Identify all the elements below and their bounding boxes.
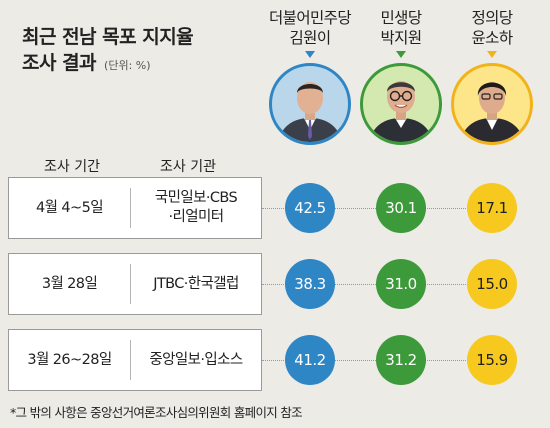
- value-bubble: 31.0: [376, 259, 426, 309]
- candidate-name: 박지원: [380, 29, 423, 47]
- title-line-2: 조사 결과 (단위: %): [22, 50, 193, 79]
- value-bubble: 42.5: [285, 183, 335, 233]
- footnote: *그 밖의 사항은 중앙선거여론조사심의위원회 홈페이지 참조: [10, 405, 303, 420]
- poll-org-line-1: JTBC·한국갤럽: [153, 275, 239, 292]
- value-bubble: 38.3: [285, 259, 335, 309]
- value-bubble: 15.0: [467, 259, 517, 309]
- title-line-2-text: 조사 결과: [22, 52, 97, 74]
- poll-row: 3월 28일 JTBC·한국갤럽: [8, 253, 262, 315]
- header-org: 조사 기관: [160, 159, 216, 175]
- candidate-name: 김원이: [289, 29, 332, 47]
- poll-org-line-1: 중앙일보·입소스: [149, 351, 243, 368]
- poll-org-line-1: 국민일보·CBS: [154, 190, 238, 206]
- candidate-portrait: [360, 63, 442, 145]
- pointer-arrow-icon: [305, 51, 315, 58]
- candidate-header-kim: 더불어민주당 김원이: [254, 8, 366, 145]
- poll-date: 3월 28일: [41, 275, 98, 292]
- candidate-portrait: [451, 63, 533, 145]
- value-bubble: 30.1: [376, 183, 426, 233]
- party-label: 민생당: [380, 9, 423, 27]
- candidate-portrait: [269, 63, 351, 145]
- value-bubble: 15.9: [467, 335, 517, 385]
- poll-org-line-2: ·리얼미터: [168, 209, 225, 225]
- portrait-silhouette-icon: [278, 82, 342, 142]
- candidate-header-park: 민생당 박지원: [345, 8, 457, 145]
- value-bubble: 17.1: [467, 183, 517, 233]
- candidate-header-yoon: 정의당 윤소하: [436, 8, 548, 145]
- value-bubble: 41.2: [285, 335, 335, 385]
- poll-date: 3월 26~28일: [27, 351, 112, 368]
- pointer-arrow-icon: [487, 51, 497, 58]
- poll-org: JTBC·한국갤럽: [131, 254, 261, 314]
- candidate-name: 윤소하: [471, 29, 514, 47]
- unit-label: (단위: %): [104, 59, 151, 72]
- poll-row: 3월 26~28일 중앙일보·입소스: [8, 329, 262, 391]
- party-label: 정의당: [471, 9, 514, 27]
- header-date: 조사 기간: [44, 159, 100, 175]
- row-divider: [130, 188, 131, 228]
- value-bubble: 31.2: [376, 335, 426, 385]
- row-divider: [130, 264, 131, 304]
- pointer-arrow-icon: [396, 51, 406, 58]
- title-line-1: 최근 전남 목포 지지율: [22, 26, 194, 48]
- poll-org: 국민일보·CBS ·리얼미터: [131, 178, 261, 238]
- poll-date: 4월 4~5일: [36, 199, 104, 216]
- party-label: 더불어민주당: [269, 9, 352, 27]
- row-divider: [130, 340, 131, 380]
- portrait-silhouette-icon: [369, 81, 433, 142]
- poll-org: 중앙일보·입소스: [131, 330, 261, 390]
- chart-title: 최근 전남 목포 지지율 조사 결과 (단위: %): [22, 24, 194, 79]
- poll-row: 4월 4~5일 국민일보·CBS ·리얼미터: [8, 177, 262, 239]
- portrait-silhouette-icon: [460, 82, 524, 142]
